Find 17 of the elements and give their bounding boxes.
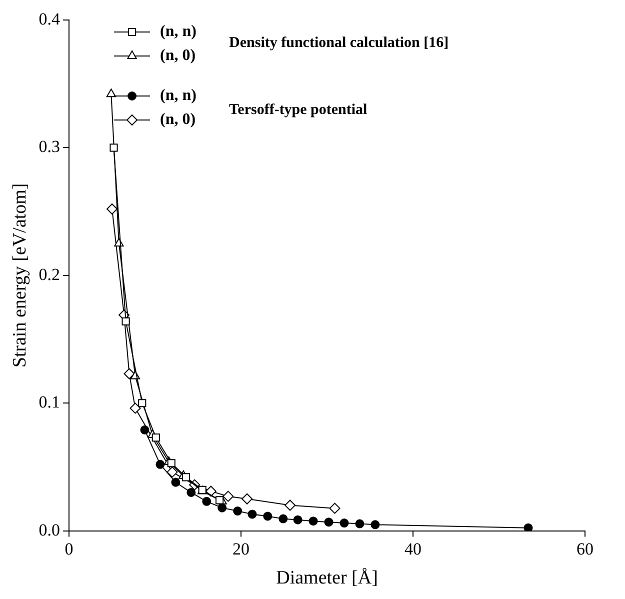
x-tick-label: 60 bbox=[576, 539, 594, 558]
y-tick-label: 0.1 bbox=[38, 392, 60, 412]
annotation: Tersoff-type potential bbox=[229, 102, 368, 118]
x-tick-label: 20 bbox=[232, 539, 250, 558]
annotation: Density functional calculation [16] bbox=[229, 34, 449, 51]
y-tick-label: 0.4 bbox=[38, 9, 61, 28]
x-tick-label: 40 bbox=[404, 539, 422, 558]
legend-label: (n, n) bbox=[160, 87, 197, 104]
x-tick-label: 0 bbox=[64, 539, 74, 558]
legend-label: (n, n) bbox=[160, 23, 197, 40]
y-tick-label: 0.3 bbox=[38, 137, 60, 156]
y-axis-title: Strain energy [eV/atom] bbox=[9, 183, 30, 368]
y-tick-label: 0.2 bbox=[38, 264, 60, 284]
legend-label: (n, 0) bbox=[160, 47, 196, 64]
x-axis-title: Diameter [Å] bbox=[276, 568, 378, 589]
y-tick-label: 0.0 bbox=[38, 520, 60, 540]
legend-label: (n, 0) bbox=[160, 111, 196, 128]
